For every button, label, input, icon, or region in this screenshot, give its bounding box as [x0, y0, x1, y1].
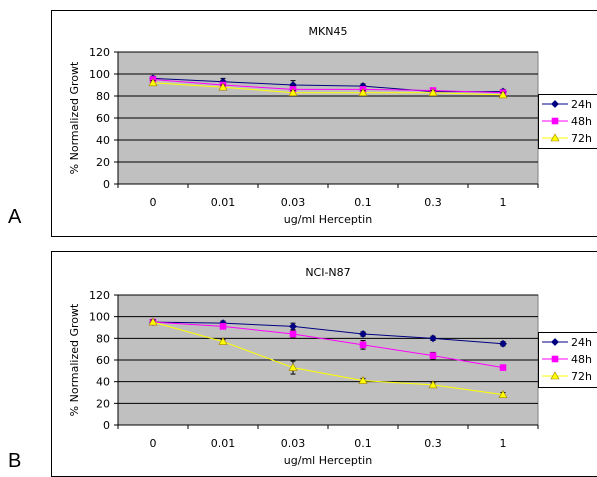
series-line [152, 79, 504, 94]
data-point [358, 375, 368, 384]
series-line [152, 321, 504, 396]
y-tick-label: 20 [96, 397, 110, 410]
legend-marker [551, 355, 559, 363]
y-tick-label: 120 [89, 289, 110, 302]
legend-label: 24h [571, 336, 592, 349]
chart-title: NCI-N87 [305, 266, 350, 279]
y-tick-label: 0 [103, 419, 110, 432]
x-tick-label: 1 [500, 196, 507, 209]
data-point [288, 88, 298, 96]
y-tick-label: 100 [89, 311, 110, 324]
x-tick-label: 0.1 [354, 437, 372, 450]
x-tick-label: 0 [150, 437, 157, 450]
data-point [218, 336, 228, 345]
y-tick-label: 100 [89, 68, 110, 81]
y-tick-label: 120 [89, 46, 110, 59]
legend-label: 48h [571, 353, 592, 366]
data-point [428, 380, 438, 389]
x-tick-label: 0.03 [281, 437, 306, 450]
x-axis-label: ug/ml Herceptin [284, 213, 372, 226]
x-tick-label: 0.3 [424, 196, 442, 209]
data-point [498, 390, 508, 398]
legend-marker [551, 100, 559, 108]
x-axis-label: ug/ml Herceptin [284, 454, 372, 467]
data-point [498, 90, 508, 99]
panel-label-b: B [8, 450, 22, 472]
data-point [499, 339, 507, 348]
x-tick-label: 0.3 [424, 437, 442, 450]
data-point [288, 362, 298, 371]
data-point [358, 88, 368, 96]
series-line [152, 321, 504, 369]
data-point [429, 334, 437, 343]
x-tick-label: 1 [500, 437, 507, 450]
legend-marker [551, 338, 559, 346]
chart-title: MKN45 [309, 25, 348, 38]
y-axis-label: % Normalized Growt [68, 303, 81, 416]
data-point [218, 82, 228, 91]
y-tick-label: 0 [103, 178, 110, 191]
x-tick-label: 0.1 [354, 196, 372, 209]
y-tick-label: 20 [96, 156, 110, 169]
legend-marker [550, 133, 560, 142]
chart-panel: MKN45 0 20 40 60 80 100 120 0 0.01 0.03 0.1 0.3 1 ug/m… [51, 10, 597, 237]
data-point [499, 364, 507, 371]
y-tick-label: 60 [96, 354, 110, 367]
legend-label: 24h [571, 98, 592, 111]
y-tick-label: 40 [96, 134, 110, 147]
data-point [289, 330, 297, 338]
y-tick-label: 40 [96, 376, 110, 389]
y-tick-label: 60 [96, 112, 110, 125]
x-tick-label: 0 [150, 196, 157, 209]
data-point [289, 322, 297, 331]
series-line [152, 82, 504, 96]
data-point [359, 330, 367, 338]
x-tick-label: 0.03 [281, 196, 306, 209]
legend-marker [550, 371, 560, 380]
legend-label: 72h [571, 370, 592, 383]
series-line [152, 77, 503, 93]
data-point [148, 78, 158, 87]
chart-panel: NCI-N87 0 20 40 60 80 100 120 0 0.01 0.03 0.1 0.3 1 ug… [51, 251, 597, 477]
y-axis-label: % Normalized Growt [68, 61, 81, 174]
y-tick-label: 80 [96, 332, 110, 345]
legend-label: 48h [571, 115, 592, 128]
data-point [428, 88, 438, 96]
data-point [429, 352, 437, 359]
data-point [359, 341, 367, 349]
data-point [148, 317, 158, 326]
panel-label-a: A [8, 206, 22, 228]
legend-label: 72h [571, 132, 592, 145]
y-tick-label: 80 [96, 90, 110, 103]
series-line [152, 321, 504, 345]
legend-marker [551, 117, 559, 125]
x-tick-label: 0.01 [211, 196, 236, 209]
data-point [219, 323, 227, 330]
x-tick-label: 0.01 [211, 437, 236, 450]
